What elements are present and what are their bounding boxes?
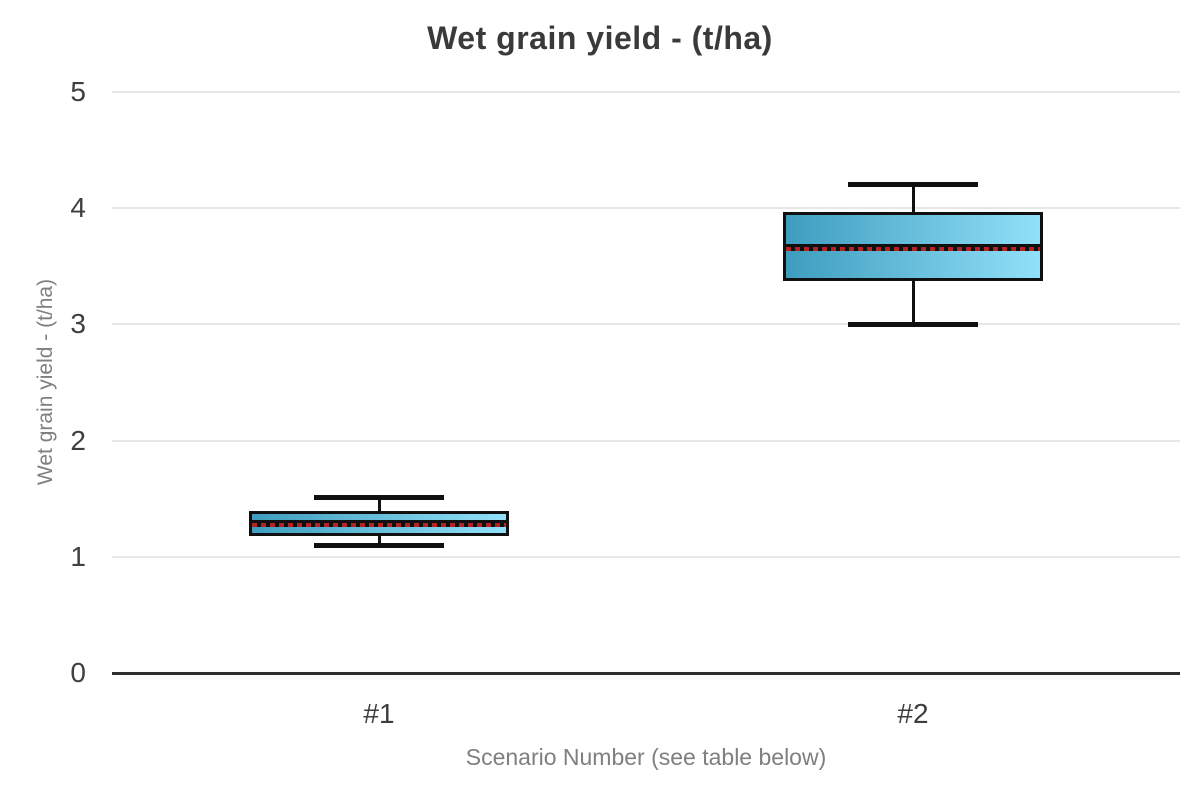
x-tick-label: #2 [897,698,929,729]
y-gridline [112,439,1180,442]
y-gridline [112,91,1180,93]
whisker-cap-min [314,542,444,548]
y-tick-label: 4 [70,192,86,224]
x-axis-baseline [112,671,1180,675]
x-tick-label: #1 [363,698,395,729]
x-axis-title: Scenario Number (see table below) [465,744,827,770]
y-tick-label: 3 [70,308,86,340]
y-tick-label: 1 [70,540,86,572]
whisker-stem-bottom [911,281,915,325]
chart-title: Wet grain yield - (t/ha) [427,20,773,56]
y-gridline [112,207,1180,210]
whisker-cap-min [848,321,978,327]
median-mean-line [786,243,1040,251]
whisker-cap-max [314,495,444,501]
y-tick-label: 2 [70,424,86,456]
y-gridline [112,323,1180,326]
whisker-cap-max [848,182,978,188]
y-tick-label: 0 [70,657,86,688]
whisker-stem-bottom [377,535,381,546]
whisker-stem-top [911,184,915,212]
plot-area [112,91,1180,675]
median-mean-line [252,520,506,528]
y-gridline [112,555,1180,558]
y-tick-label: 5 [70,76,86,107]
whisker-stem-top [377,497,381,512]
